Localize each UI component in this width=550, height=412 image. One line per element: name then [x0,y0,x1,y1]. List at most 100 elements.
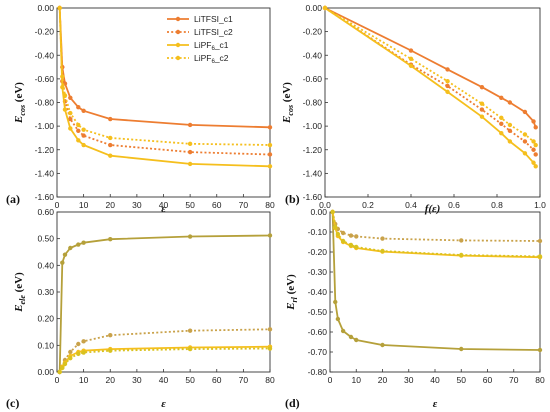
y-tick-label: -0.60 [303,74,323,84]
y-tick-label: 0.50 [37,234,54,244]
y-tick-label: 0.30 [37,287,54,297]
legend-label-main: LiPF [194,40,211,50]
y-tick-label: -0.70 [308,347,328,357]
y-tick-label: -0.10 [308,227,328,237]
series-line-4 [331,211,541,258]
panel-label: (b) [285,192,300,206]
x-axis-label: ε [433,398,438,410]
series-line-1 [331,211,541,351]
x-tick-label: 60 [212,375,222,385]
data-point [187,328,193,333]
data-point [76,351,81,357]
data-point [76,341,81,347]
y-tick-label: 0.00 [310,207,327,217]
data-point [62,252,68,257]
legend-label-sub: 6 [211,59,215,65]
data-point [68,355,73,361]
data-point [479,114,485,119]
data-point [522,139,528,144]
data-point [60,260,65,265]
data-point [108,153,113,158]
data-point [76,105,81,110]
data-point [348,233,354,238]
data-point [267,346,273,351]
data-point [531,160,536,165]
y-tick-label: -1.40 [35,168,55,178]
data-point [459,238,464,243]
data-point [62,361,68,367]
x-tick-label: 0 [328,375,333,385]
y-tick-label: -1.00 [303,121,323,131]
x-tick-label: 0.4 [405,200,417,210]
series-line-4 [324,7,537,146]
data-point [507,139,513,144]
data-point [108,333,113,338]
panel-label: (c) [6,396,19,410]
data-point [322,5,328,11]
series-line-1 [58,7,271,129]
data-point [507,128,513,134]
data-point [108,135,113,141]
x-tick-label: 10 [352,375,362,385]
legend-label-tail: _c1 [214,40,229,50]
legend-marker [175,55,181,61]
y-tick-label: -0.20 [308,247,328,257]
x-tick-label: 0 [55,375,60,385]
data-point [76,242,81,247]
data-point [267,142,273,148]
data-point [537,254,543,259]
data-point [380,236,385,241]
data-point [81,339,86,344]
data-point [108,142,113,148]
legend-label: LiPF6_c2 [194,53,229,65]
y-tick-label: -0.60 [35,74,55,84]
y-tick-label: 0.00 [37,367,54,377]
y-axis-label: Ecos (eV) [13,82,27,124]
y-axis-label-main: E [281,116,293,124]
data-point [445,79,450,84]
y-tick-label: -0.20 [303,27,323,37]
data-point [267,164,273,169]
x-tick-label: 40 [159,375,169,385]
y-tick-label: -1.60 [35,192,55,202]
x-tick-label: 30 [404,375,414,385]
data-point [340,238,346,244]
data-point [533,125,538,130]
y-tick-label: -1.00 [35,121,55,131]
data-point [267,125,273,130]
chart-panel-c: 0.00 0.10 0.20 0.30 0.40 0.50 0.60 0 10 20 30 40 50 6… [6,207,275,410]
x-tick-label: 0.6 [448,200,460,210]
data-point [68,126,73,131]
data-point [499,121,504,126]
y-tick-label: 0.10 [37,340,54,350]
y-tick-label: -0.30 [308,267,328,277]
y-axis-label-unit: (eV) [281,82,293,105]
data-point [522,109,528,115]
y-axis-label-unit: (eV) [13,272,25,295]
data-point [267,152,273,157]
x-tick-label: 80 [535,375,545,385]
x-tick-label: 70 [239,200,249,210]
data-point [499,95,504,100]
chart-panel-b: 0.00 -0.20 -0.40 -0.60 -0.80 -1.00 -1.20 -1.40 -… [281,3,546,215]
data-point [354,337,359,343]
data-point [81,350,86,355]
data-point [62,107,68,112]
data-point [57,5,62,11]
data-point [522,151,528,156]
series-line-3 [324,7,537,167]
y-axis-label-unit: (eV) [285,274,297,297]
y-axis-label-sub: rl [290,296,299,302]
data-point [333,299,338,305]
data-point [380,342,385,348]
data-point [108,348,113,353]
legend-marker [175,29,181,35]
y-tick-label: -0.40 [35,50,55,60]
data-point [408,63,414,69]
x-tick-label: 80 [265,200,275,210]
data-point [81,133,86,138]
data-point [537,347,543,353]
y-tick-label: -1.60 [303,192,323,202]
legend-label-sub: 6 [211,46,215,52]
